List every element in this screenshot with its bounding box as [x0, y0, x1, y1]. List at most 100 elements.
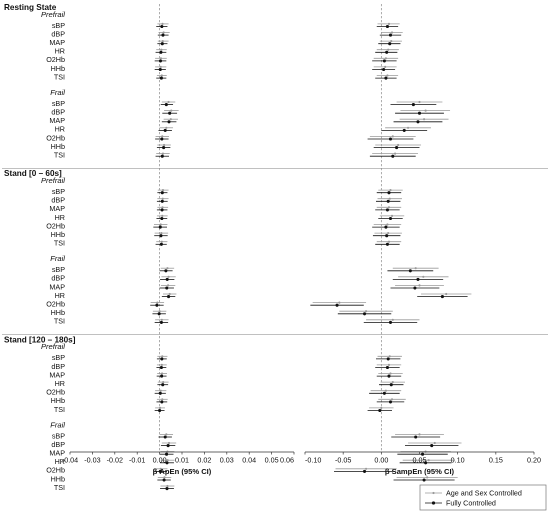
point-fully [417, 111, 422, 115]
point-fully [155, 303, 159, 307]
group-label: Frail [50, 254, 65, 263]
point-fully [165, 277, 169, 281]
x-tick-label: 0.20 [527, 456, 541, 465]
x-tick-label: 0.06 [280, 456, 294, 465]
point-fully [388, 400, 393, 404]
point-age-sex [156, 301, 159, 304]
row-label: HR [55, 379, 65, 388]
point-fully [162, 146, 166, 150]
row-label: sBP [52, 353, 65, 362]
point-fully [385, 242, 389, 246]
point-age-sex [166, 267, 169, 270]
point-fully [421, 452, 425, 456]
point-age-sex [388, 197, 391, 200]
point-age-sex [161, 398, 164, 401]
point-fully [388, 42, 392, 46]
row-label: TSI [54, 239, 65, 248]
row-label: TSI [54, 405, 65, 414]
legend-box [419, 484, 547, 511]
point-age-sex [390, 31, 394, 34]
point-age-sex [384, 65, 387, 68]
point-age-sex [406, 126, 410, 129]
row-label: HHb [51, 308, 65, 317]
row-label: MAP [49, 38, 65, 47]
point-age-sex [418, 284, 421, 287]
row-label: dBP [51, 362, 65, 371]
point-age-sex [161, 197, 164, 200]
row-label: O2Hb [46, 300, 65, 309]
point-age-sex [165, 126, 168, 129]
point-age-sex [389, 372, 392, 375]
point-fully [384, 225, 388, 229]
x-tick-label: -0.01 [129, 456, 145, 465]
point-fully [387, 191, 391, 195]
point-fully [165, 286, 169, 290]
point-fully [424, 461, 428, 465]
x-tick-label: 0.00 [153, 456, 167, 465]
point-age-sex [160, 372, 164, 375]
point-age-sex [384, 389, 388, 392]
row-label: dBP [51, 108, 65, 117]
point-age-sex [388, 355, 391, 358]
point-age-sex [161, 355, 164, 358]
point-fully [160, 154, 164, 158]
x-tick-label: 0.15 [489, 456, 503, 465]
x-tick-label: 0.05 [265, 456, 279, 465]
point-age-sex [160, 363, 163, 366]
point-fully [158, 469, 162, 473]
group-label: Prefrail [41, 176, 65, 185]
point-age-sex [390, 398, 394, 401]
point-age-sex [422, 118, 426, 121]
point-age-sex [160, 232, 163, 235]
point-age-sex [387, 206, 391, 209]
point-age-sex [384, 57, 388, 60]
x-tick-label: -0.04 [62, 456, 78, 465]
row-label: HHb [51, 396, 65, 405]
point-age-sex [159, 223, 162, 226]
row-label: sBP [52, 431, 65, 440]
point-fully [422, 478, 426, 482]
point-age-sex [161, 22, 164, 25]
point-age-sex [160, 48, 163, 51]
point-age-sex [418, 100, 421, 104]
point-fully [164, 269, 168, 273]
point-fully [402, 128, 406, 132]
point-fully [168, 111, 172, 115]
point-fully [385, 234, 389, 238]
point-age-sex [160, 318, 163, 321]
point-fully [385, 208, 389, 212]
point-fully [160, 42, 164, 46]
point-fully [335, 303, 339, 307]
point-age-sex [161, 40, 164, 43]
row-label: O2Hb [46, 133, 65, 142]
point-fully [160, 208, 164, 212]
point-age-sex [158, 310, 161, 313]
point-age-sex [165, 433, 168, 436]
point-fully [159, 76, 163, 80]
point-fully [166, 444, 170, 448]
point-fully [385, 24, 389, 29]
point-fully [161, 33, 165, 37]
point-age-sex [159, 389, 162, 392]
point-fully [388, 137, 393, 141]
point-age-sex [167, 284, 170, 287]
apen-x-axis-label: β ApEn (95% CI) [153, 467, 212, 476]
point-fully [382, 59, 386, 63]
point-fully [408, 269, 412, 273]
point-fully [167, 120, 171, 124]
point-fully [165, 461, 169, 465]
point-age-sex [391, 381, 394, 384]
row-label: TSI [54, 72, 65, 81]
reference-lines [159, 4, 382, 452]
point-fully [162, 478, 166, 482]
point-fully [411, 103, 415, 107]
point-fully [362, 312, 367, 316]
row-label: HR [55, 125, 65, 134]
point-age-sex [426, 476, 429, 479]
point-age-sex [162, 31, 165, 34]
row-label: sBP [52, 187, 65, 196]
point-age-sex [338, 301, 341, 304]
point-age-sex [387, 363, 391, 366]
x-tick-label: 0.04 [242, 456, 256, 465]
row-label: TSI [54, 151, 65, 160]
